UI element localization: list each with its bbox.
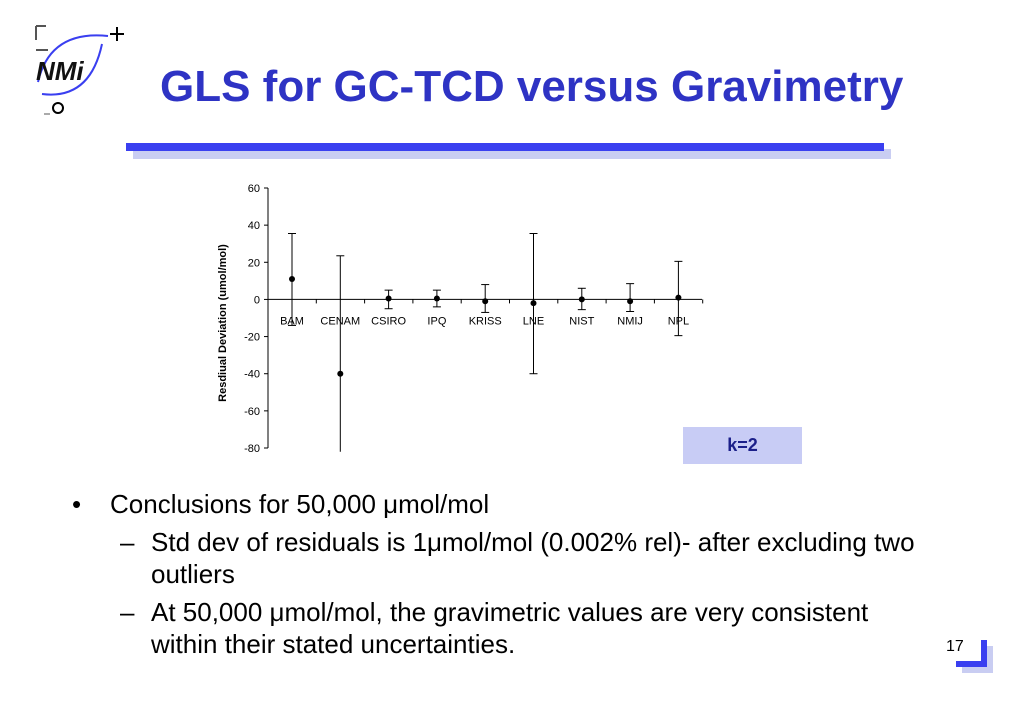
- y-tick-label: -80: [244, 443, 260, 455]
- x-tick-label: CENAM: [320, 315, 360, 327]
- bullet-marker: •: [72, 489, 82, 519]
- plot-area: -80 -60 -40 -20 0 20 40 60 Resdiual Deviation (u…: [217, 183, 704, 455]
- data-point-lne: [530, 300, 537, 307]
- title-rule: [126, 143, 884, 151]
- y-axis-label: Resdiual Deviation (umol/mol): [217, 244, 229, 402]
- bullet-sub-1: – Std dev of residuals is 1μmol/mol (0.0…: [120, 526, 932, 590]
- x-tick-label: NIST: [569, 315, 594, 327]
- bullet-sub-1-text: Std dev of residuals is 1μmol/mol (0.002…: [151, 527, 915, 589]
- x-tick-label: IPQ: [427, 315, 446, 327]
- x-tick-label: CSIRO: [371, 315, 406, 327]
- conclusions-list: • Conclusions for 50,000 μmol/mol – Std …: [72, 488, 932, 660]
- x-tick-label: NMIJ: [617, 315, 643, 327]
- bullet-main: • Conclusions for 50,000 μmol/mol: [72, 488, 932, 520]
- data-point-ipq: [433, 295, 440, 302]
- x-tick-label: BAM: [280, 315, 304, 327]
- data-point-kriss: [482, 298, 489, 305]
- corner-decoration-shadow: [962, 646, 993, 673]
- page-title: GLS for GC-TCD versus Gravimetry: [160, 62, 904, 111]
- data-point-cenam: [337, 370, 344, 377]
- y-tick-label: -20: [244, 332, 260, 344]
- x-tick-label: NPL: [668, 315, 689, 327]
- logo-text: NMi: [36, 56, 84, 86]
- coverage-factor-label: k=2: [727, 435, 758, 455]
- x-tick-label: KRISS: [469, 315, 502, 327]
- data-point-npl: [675, 294, 682, 301]
- y-tick-label: 60: [248, 183, 260, 195]
- data-point-csiro: [385, 295, 392, 302]
- bullet-main-text: Conclusions for 50,000 μmol/mol: [110, 489, 490, 519]
- y-tick-label: 20: [248, 257, 260, 269]
- y-tick-label: -60: [244, 406, 260, 418]
- data-point-bam: [289, 276, 295, 282]
- data-point-nmij: [627, 298, 634, 305]
- nmi-logo: NMi: [30, 22, 130, 122]
- x-tick-label: LNE: [523, 315, 544, 327]
- corner-decoration: [956, 640, 987, 667]
- dash-marker: –: [120, 597, 135, 627]
- bullet-sub-2-text: At 50,000 μmol/mol, the gravimetric valu…: [151, 597, 869, 659]
- residual-chart: -80 -60 -40 -20 0 20 40 60 Resdiual Deviation (u…: [210, 175, 730, 470]
- bullet-sub-2: – At 50,000 μmol/mol, the gravimetric va…: [120, 596, 932, 660]
- y-tick-label: -40: [244, 369, 260, 381]
- y-tick-label: 40: [248, 220, 260, 232]
- title-rule-shadow: [133, 149, 891, 159]
- data-point-nist: [578, 296, 585, 303]
- dash-marker: –: [120, 527, 135, 557]
- coverage-factor-badge: k=2: [683, 427, 802, 464]
- page-number: 17: [946, 638, 964, 655]
- chart-svg: -80 -60 -40 -20 0 20 40 60 Resdiual Deviation (u…: [217, 183, 704, 455]
- y-tick-label: 0: [254, 294, 260, 306]
